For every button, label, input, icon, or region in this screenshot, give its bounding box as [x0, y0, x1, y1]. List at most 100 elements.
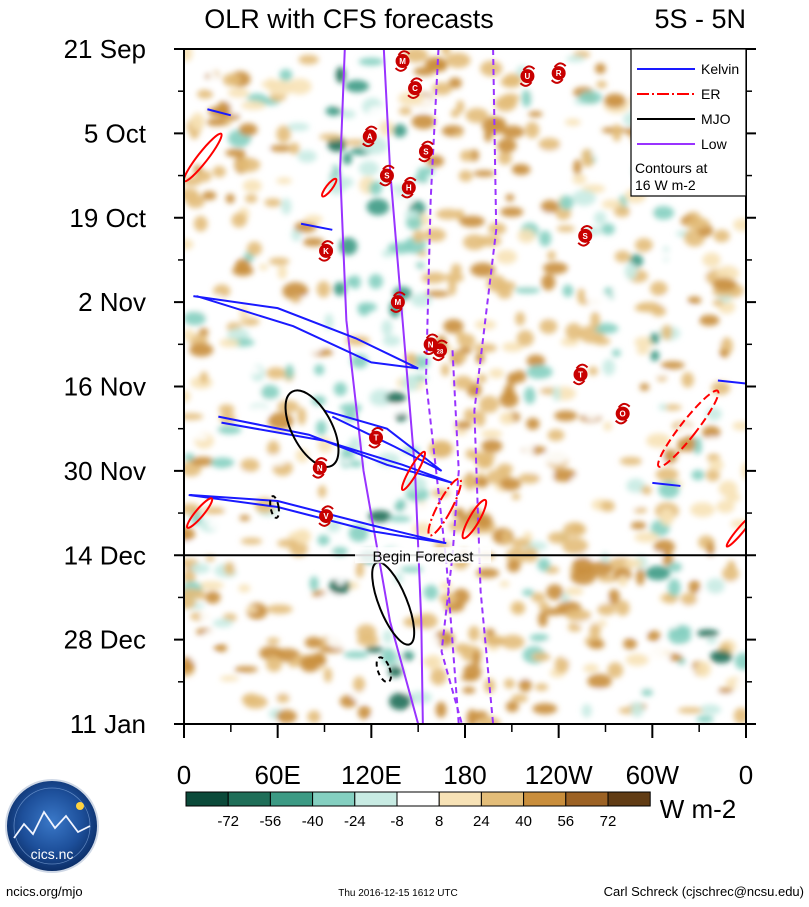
colorbar [185, 791, 651, 807]
storm-swirl-icon [614, 402, 631, 425]
storm-swirl-icon [318, 240, 334, 262]
colorbar-label: -24 [344, 813, 366, 830]
colorbar-swatch [480, 791, 525, 807]
storm-dot [418, 144, 433, 159]
er-contour-2 [321, 177, 338, 198]
storm-marker-13: T [572, 363, 589, 386]
x-tick-label: 120W [525, 760, 593, 790]
storm-marker-8: S [577, 225, 593, 247]
colorbar-label: 56 [557, 813, 574, 830]
x-tick-label: 60W [626, 760, 680, 790]
storm-label: S [423, 147, 429, 156]
colorbar-label: -40 [302, 813, 324, 830]
storm-label: N [428, 340, 434, 349]
storm-dot [578, 228, 593, 243]
x-tick-label: 120E [341, 760, 402, 790]
logo-sun-icon [76, 802, 84, 810]
storm-swirl-icon [401, 176, 417, 199]
footer-url: ncics.org/mjo [6, 884, 83, 899]
colorbar-swatch [312, 791, 356, 807]
storm-label: M [399, 57, 406, 66]
storm-dot [319, 509, 334, 524]
storm-label: T [578, 370, 583, 379]
mjo-contour-1 [284, 389, 340, 468]
legend-label-low: Low [701, 136, 728, 152]
legend-label-mjo: MJO [701, 111, 731, 127]
y-axis-tick-labels: 21 Sep 5 Oct 19 Oct 2 Nov 16 Nov 30 Nov 14 Dec… [64, 34, 147, 739]
legend: Kelvin ER MJO Low Contours at 16 W m-2 [630, 48, 747, 197]
colorbar-swatch [607, 791, 651, 807]
forecast-label: Begin Forecast [373, 548, 475, 565]
storm-dot [319, 243, 334, 258]
storm-swirl-icon [362, 125, 378, 148]
storm-swirl-icon [550, 62, 567, 84]
storm-dot [573, 367, 588, 382]
storm-marker-16: N [312, 457, 328, 479]
storm-dot [390, 295, 405, 310]
logo-disc [5, 779, 99, 873]
storm-marker-15: T [368, 426, 384, 449]
y-tick-label: 5 Oct [84, 118, 147, 148]
colorbar-labels: -72 -56 -40 -24 -8 8 24 40 56 72 [217, 813, 616, 830]
er-contour-7 [657, 389, 720, 468]
storm-dot [520, 69, 535, 84]
storm-label: H [406, 184, 412, 193]
colorbar-label: -8 [390, 813, 403, 830]
storm-marker-4: A [362, 125, 378, 148]
storm-dot [362, 129, 377, 144]
y-tick-label: 14 Dec [64, 540, 146, 570]
footer-timestamp: Thu 2016-12-15 1612 UTC [338, 888, 458, 899]
storm-dot [408, 81, 423, 96]
storm-label: T [374, 434, 379, 443]
storm-label: C [412, 84, 418, 93]
storm-label: S [384, 172, 390, 181]
logo-mountain-line [13, 810, 91, 839]
colorbar-swatch [227, 791, 271, 807]
wave-filtered-contours [184, 49, 746, 724]
storm-swirl-icon [418, 140, 434, 163]
storm-dot [395, 54, 410, 69]
storm-marker-6: S [379, 164, 395, 187]
colorbar-swatch [269, 791, 314, 807]
storm-dot [369, 430, 384, 445]
storm-swirl-icon [577, 225, 593, 247]
mjo-contour-3 [269, 495, 280, 519]
low-contour-1 [339, 49, 420, 724]
axis-ticks [174, 48, 756, 738]
colorbar-swatch [565, 791, 609, 807]
y-tick-label: 16 Nov [64, 372, 146, 402]
legend-note-line1: Contours at [635, 160, 707, 176]
storm-dot [379, 168, 394, 183]
storm-marker-3: R [550, 62, 567, 84]
storm-label: M [395, 298, 402, 307]
footer-author: Carl Schreck (cjschrec@ncsu.edu) [604, 884, 804, 899]
y-tick-label: 19 Oct [69, 203, 146, 233]
storm-marker-14: O [614, 402, 631, 425]
colorbar-label: -72 [217, 813, 239, 830]
storm-swirl-icon [407, 77, 423, 99]
colorbar-swatch [438, 791, 482, 807]
legend-label-kelvin: Kelvin [701, 61, 739, 77]
kelvin-contour-8 [717, 379, 746, 385]
storm-marker-7: H [401, 176, 417, 199]
y-tick-label: 30 Nov [64, 456, 146, 486]
er-contour-4 [427, 477, 462, 537]
storm-label: S [583, 232, 589, 241]
colorbar-swatch [185, 791, 229, 807]
storm-marker-1: C [407, 77, 423, 99]
storm-dot [551, 66, 566, 81]
kelvin-contour-1 [193, 295, 419, 370]
legend-note-line2: 16 W m-2 [635, 177, 696, 193]
colorbar-label: 72 [600, 813, 617, 830]
storm-dot [312, 460, 327, 475]
er-contour-8 [725, 514, 746, 548]
er-contour-6 [186, 497, 214, 529]
x-axis-tick-labels: 0 60E 120E 180 120W 60W 0 [177, 760, 753, 790]
logo-text: cics.nc [31, 846, 74, 862]
storm-label: A [367, 132, 373, 141]
storm-label: V [323, 512, 329, 521]
forecast-label-background [355, 547, 491, 564]
storm-swirl-icon [394, 50, 411, 72]
